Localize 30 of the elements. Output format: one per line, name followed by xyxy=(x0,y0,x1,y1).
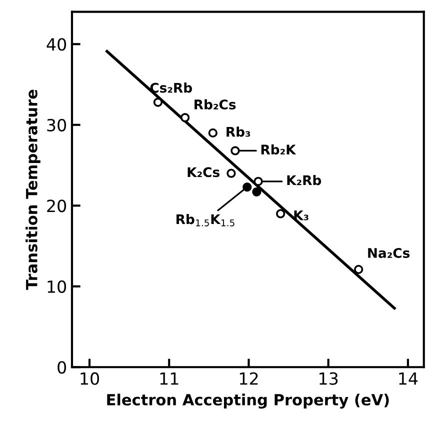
y-tick-label: 10 xyxy=(48,280,66,293)
annotation: K₂Cs xyxy=(188,167,220,178)
y-tick-label: 30 xyxy=(47,118,66,132)
annotation: Cs₂Rb xyxy=(150,82,192,93)
point xyxy=(276,209,286,218)
x-tick-label: 12 xyxy=(240,372,258,385)
y-tick-label: 20 xyxy=(47,200,66,212)
annotation: Rb₃ xyxy=(226,126,250,137)
annotation: Rb$_{1.5}$K$_{1.5}$ xyxy=(176,214,234,226)
y-tick-label: 40 xyxy=(46,38,66,51)
y-tick-label: 0 xyxy=(58,361,66,374)
point xyxy=(153,98,163,107)
annotation: Na₂Cs xyxy=(368,248,410,258)
point xyxy=(254,176,263,186)
point xyxy=(180,113,190,122)
point xyxy=(252,187,262,196)
x-tick-label: 14 xyxy=(399,372,418,385)
y-axis-title: Transition Temperature xyxy=(26,90,40,290)
x-tick-label: 11 xyxy=(160,372,178,385)
point xyxy=(226,168,236,178)
point xyxy=(230,146,240,156)
annotation: Rb₂K xyxy=(261,144,296,155)
point xyxy=(242,182,252,192)
point xyxy=(354,264,364,274)
x-tick-label: 10 xyxy=(80,372,100,385)
x-tick-label: 13 xyxy=(320,372,338,385)
annotation: K₂Rb xyxy=(287,175,322,186)
annotation: Rb₂Cs xyxy=(194,99,236,110)
point xyxy=(208,128,218,138)
x-axis-title: Electron Accepting Property (eV) xyxy=(107,394,389,409)
